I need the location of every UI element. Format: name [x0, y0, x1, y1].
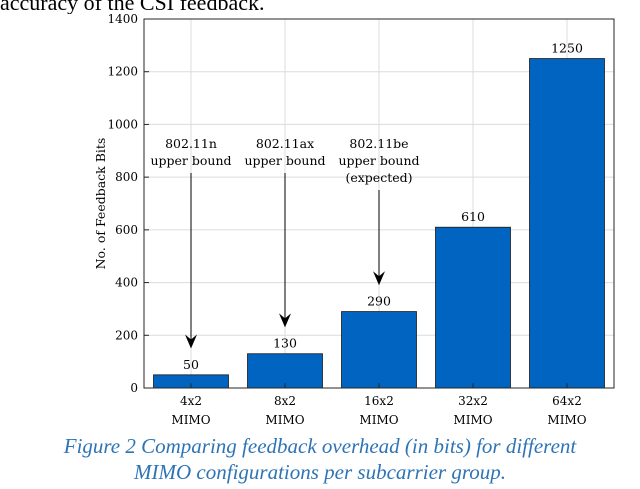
x-tick-label: 16x2 [364, 394, 394, 408]
x-tick-label: MIMO [453, 413, 492, 427]
annotation-text: upper bound [244, 153, 325, 168]
y-tick-label: 1000 [107, 117, 138, 131]
annotation-arrow-head [373, 271, 385, 286]
x-tick-label: MIMO [359, 413, 398, 427]
bar [341, 311, 417, 389]
y-tick-label: 800 [115, 170, 138, 184]
bar [529, 58, 605, 389]
x-axis-categories: 4x2 MIMO 8x2 MIMO 16x2 MIMO 32x2 MIMO 64x2 MIMO [171, 383, 587, 427]
annotation-text: 802.11n [165, 136, 217, 151]
y-tick-label: 1200 [107, 65, 138, 79]
x-tick-label: MIMO [171, 413, 210, 427]
bar [247, 353, 323, 389]
bar [435, 226, 511, 389]
annotations: 802.11n upper bound 802.11ax upper bound 802… [150, 136, 420, 349]
y-tick-label: 400 [115, 276, 138, 290]
caption-line-2: MIMO configurations per subcarrier group… [134, 460, 506, 484]
caption-line-1: Figure 2 Comparing feedback overhead (in… [63, 434, 577, 458]
annotation-arrow-head [279, 313, 291, 328]
annotation-text: 802.11ax [256, 136, 314, 151]
bar-value-label: 1250 [551, 41, 583, 56]
bar-value-label: 290 [367, 294, 391, 309]
x-tick-label: MIMO [547, 413, 586, 427]
bar-value-label: 130 [273, 336, 297, 351]
page-header-text: accuracy of the CSI feedback. [0, 0, 265, 14]
y-tick-label: 1400 [107, 12, 138, 26]
annotation-text: upper bound [338, 153, 419, 168]
x-tick-label: MIMO [265, 413, 304, 427]
bar-value-label: 610 [461, 209, 485, 224]
annotation-text: upper bound [150, 153, 231, 168]
x-tick-label: 64x2 [552, 394, 582, 408]
x-tick-label: 32x2 [458, 394, 488, 408]
bars [153, 58, 605, 389]
y-axis-ticks: 0 200 400 600 800 1000 1200 1400 [107, 12, 149, 395]
bar-chart: 0 200 400 600 800 1000 1200 1400 4x2 MIMO 8x2 MIMO… [93, 12, 615, 427]
y-tick-label: 200 [115, 328, 138, 342]
y-tick-label: 600 [115, 223, 138, 237]
annotation-text: 802.11be [349, 136, 408, 151]
annotation-text: (expected) [345, 170, 412, 185]
value-labels: 50 130 290 610 1250 [183, 41, 583, 372]
y-axis-label: No. of Feedback Bits [93, 138, 108, 270]
x-tick-label: 4x2 [180, 394, 202, 408]
annotation-arrow-head [185, 334, 197, 349]
figure-caption: Figure 2 Comparing feedback overhead (in… [0, 433, 640, 485]
x-tick-label: 8x2 [274, 394, 296, 408]
y-tick-label: 0 [130, 381, 138, 395]
bar-value-label: 50 [183, 357, 199, 372]
